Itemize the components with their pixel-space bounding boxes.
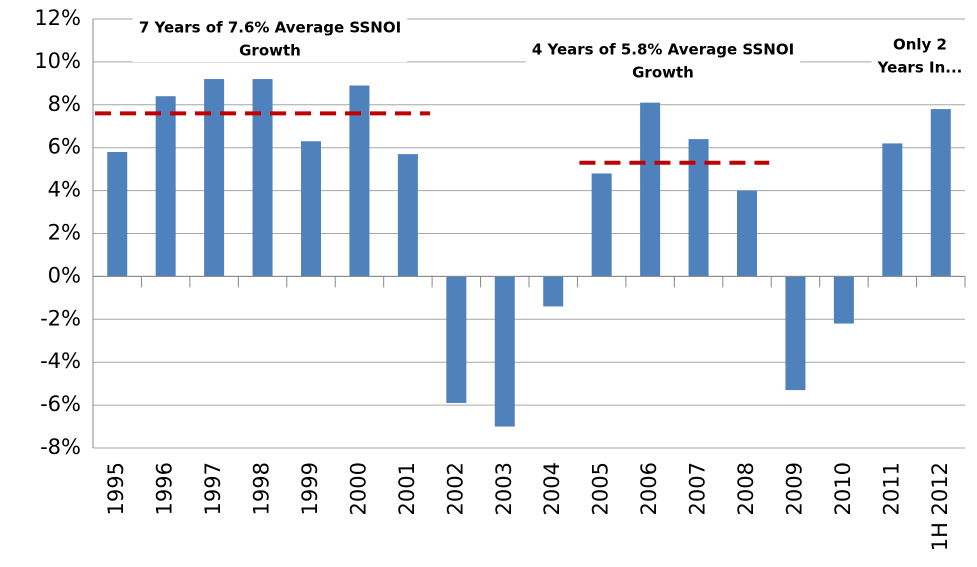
- x-tick-label: 1996: [153, 462, 177, 515]
- bar: [688, 139, 709, 277]
- annotation-text: Growth: [632, 64, 694, 82]
- x-tick-label: 2000: [346, 462, 370, 515]
- x-tick-label: 1998: [250, 462, 274, 515]
- x-tick-label: 2006: [637, 462, 661, 515]
- bar: [882, 143, 903, 277]
- annotation-text: Growth: [239, 42, 301, 60]
- bar: [494, 276, 515, 427]
- annotation-background: [132, 16, 408, 62]
- bar: [446, 276, 467, 403]
- y-tick-label: 12%: [34, 6, 81, 30]
- annotation: 4 Years of 5.8% Average SSNOI Growth: [525, 38, 801, 84]
- y-tick-label: 10%: [34, 49, 81, 73]
- x-tick-label: 1997: [201, 462, 225, 515]
- bar: [204, 79, 225, 277]
- x-tick-label: 2005: [589, 462, 613, 515]
- bar: [833, 276, 854, 324]
- y-tick-label: 2%: [48, 221, 81, 245]
- y-tick-label: 6%: [48, 135, 81, 159]
- x-tick-label: 1H 2012: [928, 462, 952, 551]
- annotation-background: [871, 33, 969, 79]
- bar: [301, 141, 321, 277]
- bar: [543, 276, 564, 307]
- bar: [397, 154, 418, 277]
- x-tick-label: 1995: [104, 462, 128, 515]
- y-tick-label: 4%: [48, 178, 81, 202]
- bar: [930, 109, 951, 277]
- x-tick-label: 2002: [443, 462, 467, 515]
- bar: [349, 85, 370, 277]
- y-tick-label: -8%: [40, 435, 81, 459]
- x-tick-label: 1999: [298, 462, 322, 515]
- annotation: 7 Years of 7.6% Average SSNOI Growth: [132, 16, 408, 62]
- x-tick-label: 2008: [734, 462, 758, 515]
- x-tick-label: 2011: [879, 462, 903, 515]
- annotation-text: Only 2: [893, 36, 947, 54]
- x-tick-label: 2003: [492, 462, 516, 515]
- annotation-text: 4 Years of 5.8% Average SSNOI: [532, 41, 794, 59]
- x-tick-label: 2007: [686, 462, 710, 515]
- y-tick-label: 0%: [48, 263, 81, 287]
- annotation-text: Years In...: [877, 59, 963, 77]
- bar: [785, 276, 806, 391]
- annotation-text: 7 Years of 7.6% Average SSNOI: [139, 19, 401, 37]
- y-tick-label: -4%: [40, 349, 81, 373]
- y-tick-label: -2%: [40, 306, 81, 330]
- bars: [107, 79, 951, 427]
- bar: [107, 151, 128, 277]
- x-tick-label: 2001: [395, 462, 419, 515]
- x-tick-label: 2009: [782, 462, 806, 515]
- x-tick-label: 2010: [831, 462, 855, 515]
- annotation: Only 2 Years In...: [871, 33, 969, 79]
- y-tick-label: -6%: [40, 392, 81, 416]
- bar: [155, 96, 176, 277]
- x-tick-label: 2004: [540, 462, 564, 515]
- bar: [252, 79, 273, 277]
- y-tick-label: 8%: [48, 92, 81, 116]
- bar: [640, 102, 661, 277]
- bar: [737, 190, 757, 277]
- bar: [591, 173, 612, 277]
- annotation-background: [525, 38, 801, 84]
